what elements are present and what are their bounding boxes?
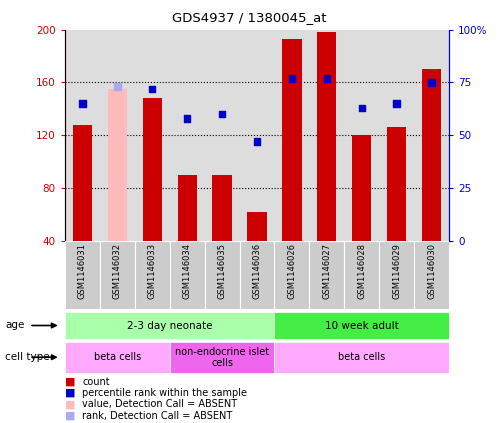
Bar [422,69,441,241]
Text: GSM1146027: GSM1146027 [322,243,331,299]
Bar [248,212,266,241]
Text: count: count [82,376,110,387]
FancyBboxPatch shape [135,241,170,309]
Bar [143,99,162,241]
Text: beta cells: beta cells [94,352,141,363]
Text: GSM1146036: GSM1146036 [252,243,261,299]
FancyBboxPatch shape [170,241,205,309]
Text: ■: ■ [65,399,75,409]
Text: GSM1146026: GSM1146026 [287,243,296,299]
Text: non-endocrine islet
cells: non-endocrine islet cells [175,346,269,368]
FancyBboxPatch shape [205,241,240,309]
Point [113,83,121,90]
Bar [387,127,406,241]
Text: GSM1146033: GSM1146033 [148,243,157,299]
Point [148,85,156,92]
Point [428,79,436,86]
Text: GSM1146031: GSM1146031 [78,243,87,299]
Text: ■: ■ [65,376,75,387]
Text: GSM1146029: GSM1146029 [392,243,401,299]
FancyBboxPatch shape [65,312,274,339]
Bar [352,135,371,241]
Text: GSM1146035: GSM1146035 [218,243,227,299]
Point [183,115,191,122]
FancyBboxPatch shape [344,241,379,309]
Point [323,75,331,82]
FancyBboxPatch shape [100,241,135,309]
Text: GSM1146034: GSM1146034 [183,243,192,299]
Text: cell type: cell type [5,352,49,363]
Point [358,104,366,111]
Point [78,100,86,107]
FancyBboxPatch shape [274,342,449,373]
FancyBboxPatch shape [65,342,170,373]
Point [253,138,261,145]
Text: ■: ■ [65,388,75,398]
FancyBboxPatch shape [65,241,100,309]
Text: value, Detection Call = ABSENT: value, Detection Call = ABSENT [82,399,238,409]
Bar [178,175,197,241]
Text: age: age [5,320,24,330]
Bar [73,125,92,241]
Text: rank, Detection Call = ABSENT: rank, Detection Call = ABSENT [82,411,233,421]
Text: 10 week adult: 10 week adult [325,321,399,331]
FancyBboxPatch shape [240,241,274,309]
Text: GSM1146032: GSM1146032 [113,243,122,299]
Text: percentile rank within the sample: percentile rank within the sample [82,388,248,398]
FancyBboxPatch shape [274,312,449,339]
Text: 2-3 day neonate: 2-3 day neonate [127,321,213,331]
Point [393,100,401,107]
FancyBboxPatch shape [309,241,344,309]
Bar [317,32,336,241]
Point [218,111,226,118]
Point [288,75,296,82]
Text: GDS4937 / 1380045_at: GDS4937 / 1380045_at [172,11,327,24]
Bar [213,175,232,241]
Text: ■: ■ [65,411,75,421]
Text: GSM1146028: GSM1146028 [357,243,366,299]
FancyBboxPatch shape [170,342,274,373]
FancyBboxPatch shape [414,241,449,309]
Bar [108,89,127,241]
FancyBboxPatch shape [274,241,309,309]
Text: beta cells: beta cells [338,352,385,363]
Bar [282,39,301,241]
Text: GSM1146030: GSM1146030 [427,243,436,299]
FancyBboxPatch shape [379,241,414,309]
